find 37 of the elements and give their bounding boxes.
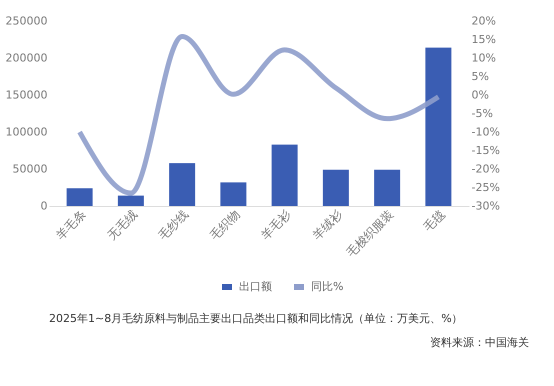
y-tick-label: 50000 bbox=[12, 162, 48, 176]
x-tick-label: 毛毯 bbox=[420, 207, 448, 234]
x-tick-label: 毛梭织服装 bbox=[344, 207, 396, 260]
bar bbox=[118, 196, 144, 206]
y-tick-label: 150000 bbox=[6, 88, 48, 102]
legend-label: 同比% bbox=[311, 280, 344, 293]
x-tick-label: 无毛绒 bbox=[104, 207, 140, 242]
y2-tick-label: -25% bbox=[472, 181, 500, 194]
bar bbox=[374, 170, 400, 206]
y-tick-label: 100000 bbox=[6, 126, 48, 138]
x-tick-label: 毛纱线 bbox=[156, 207, 192, 242]
y-tick-label: 200000 bbox=[6, 52, 48, 64]
bar bbox=[66, 188, 93, 206]
y2-tick-label: -30% bbox=[472, 200, 500, 212]
legend-label: 出口额 bbox=[239, 280, 272, 293]
x-tick-label: 羊毛条 bbox=[53, 207, 89, 242]
y2-tick-label: 5% bbox=[472, 70, 489, 83]
bar bbox=[322, 170, 349, 206]
bar bbox=[425, 48, 452, 206]
bar bbox=[272, 144, 298, 206]
text: 资料来源：中国海关 bbox=[430, 336, 529, 349]
y2-tick-label: 20% bbox=[472, 14, 496, 28]
y2-tick-label: 10% bbox=[472, 52, 496, 64]
y2-tick-label: -10% bbox=[472, 126, 500, 138]
x-tick-label: 羊绒衫 bbox=[310, 207, 345, 242]
y2-tick-label: -5% bbox=[472, 107, 493, 120]
x-tick-label: 羊毛衫 bbox=[258, 207, 294, 242]
y2-tick-label: 15% bbox=[472, 33, 496, 46]
y2-tick-label: -20% bbox=[472, 162, 500, 176]
y2-tick-label: -15% bbox=[472, 144, 500, 157]
text: 2025年1~8月毛纺原料与制品主要出口品类出口额和同比情况（单位：万美元、%） bbox=[49, 312, 463, 325]
bar bbox=[220, 182, 246, 206]
bar bbox=[169, 163, 196, 206]
x-tick-label: 毛织物 bbox=[207, 207, 242, 242]
y2-tick-label: 0% bbox=[472, 88, 489, 102]
y-tick-label: 0 bbox=[40, 200, 48, 212]
y-tick-label: 250000 bbox=[6, 14, 48, 28]
